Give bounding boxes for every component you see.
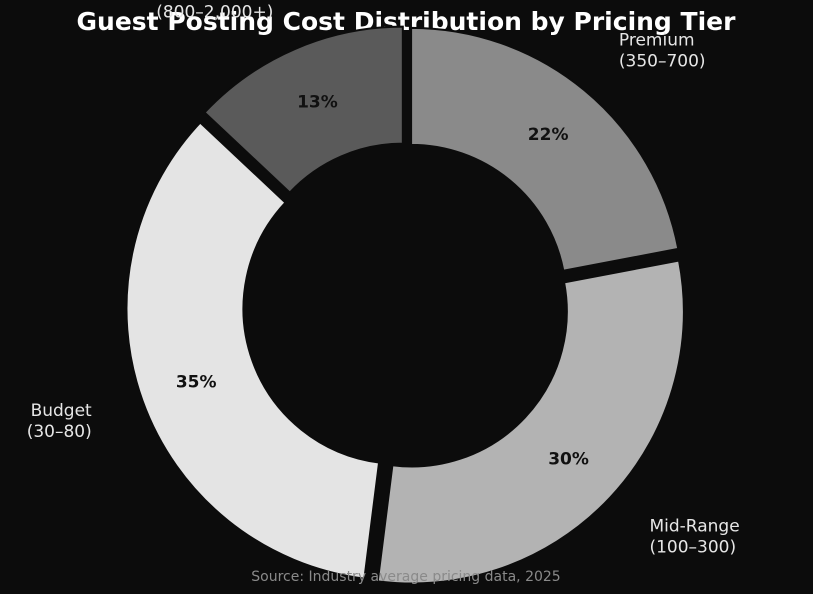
category-name-mid-range: Mid-Range xyxy=(649,517,739,537)
category-labels-group: Premium (350–700) Mid-Range (100–300) Budget… xyxy=(27,0,740,558)
percent-label-mid-range: 30% xyxy=(548,450,589,470)
percent-labels-group: 22% 30% 35% 13% xyxy=(176,92,589,469)
category-label-authority: Authority(800–2,000+) xyxy=(156,0,273,22)
chart-title: Guest Posting Cost Distribution by Prici… xyxy=(77,7,737,36)
slices-group xyxy=(125,25,685,585)
category-label-premium: Premium (350–700) xyxy=(619,31,706,72)
category-name-budget: Budget xyxy=(31,401,92,421)
category-range-mid-range: (100–300) xyxy=(649,538,736,558)
category-range-budget: (30–80) xyxy=(27,422,92,442)
category-label-budget: Budget (30–80) xyxy=(27,401,92,442)
category-name-premium: Premium xyxy=(619,31,695,51)
category-name-authority: Authority xyxy=(195,0,274,1)
slice-budget xyxy=(125,121,381,580)
percent-label-budget: 35% xyxy=(176,373,217,393)
slice-authority xyxy=(203,25,404,194)
category-range-authority: (800–2,000+) xyxy=(156,2,273,22)
source-note: Source: Industry average pricing data, 2… xyxy=(251,569,560,585)
category-label-mid-range: Mid-Range (100–300) xyxy=(649,517,739,558)
percent-label-authority: 13% xyxy=(297,92,338,112)
slice-mid-range xyxy=(376,259,685,585)
percent-label-premium: 22% xyxy=(528,125,569,145)
slice-premium xyxy=(410,26,680,272)
category-range-premium: (350–700) xyxy=(619,52,706,72)
